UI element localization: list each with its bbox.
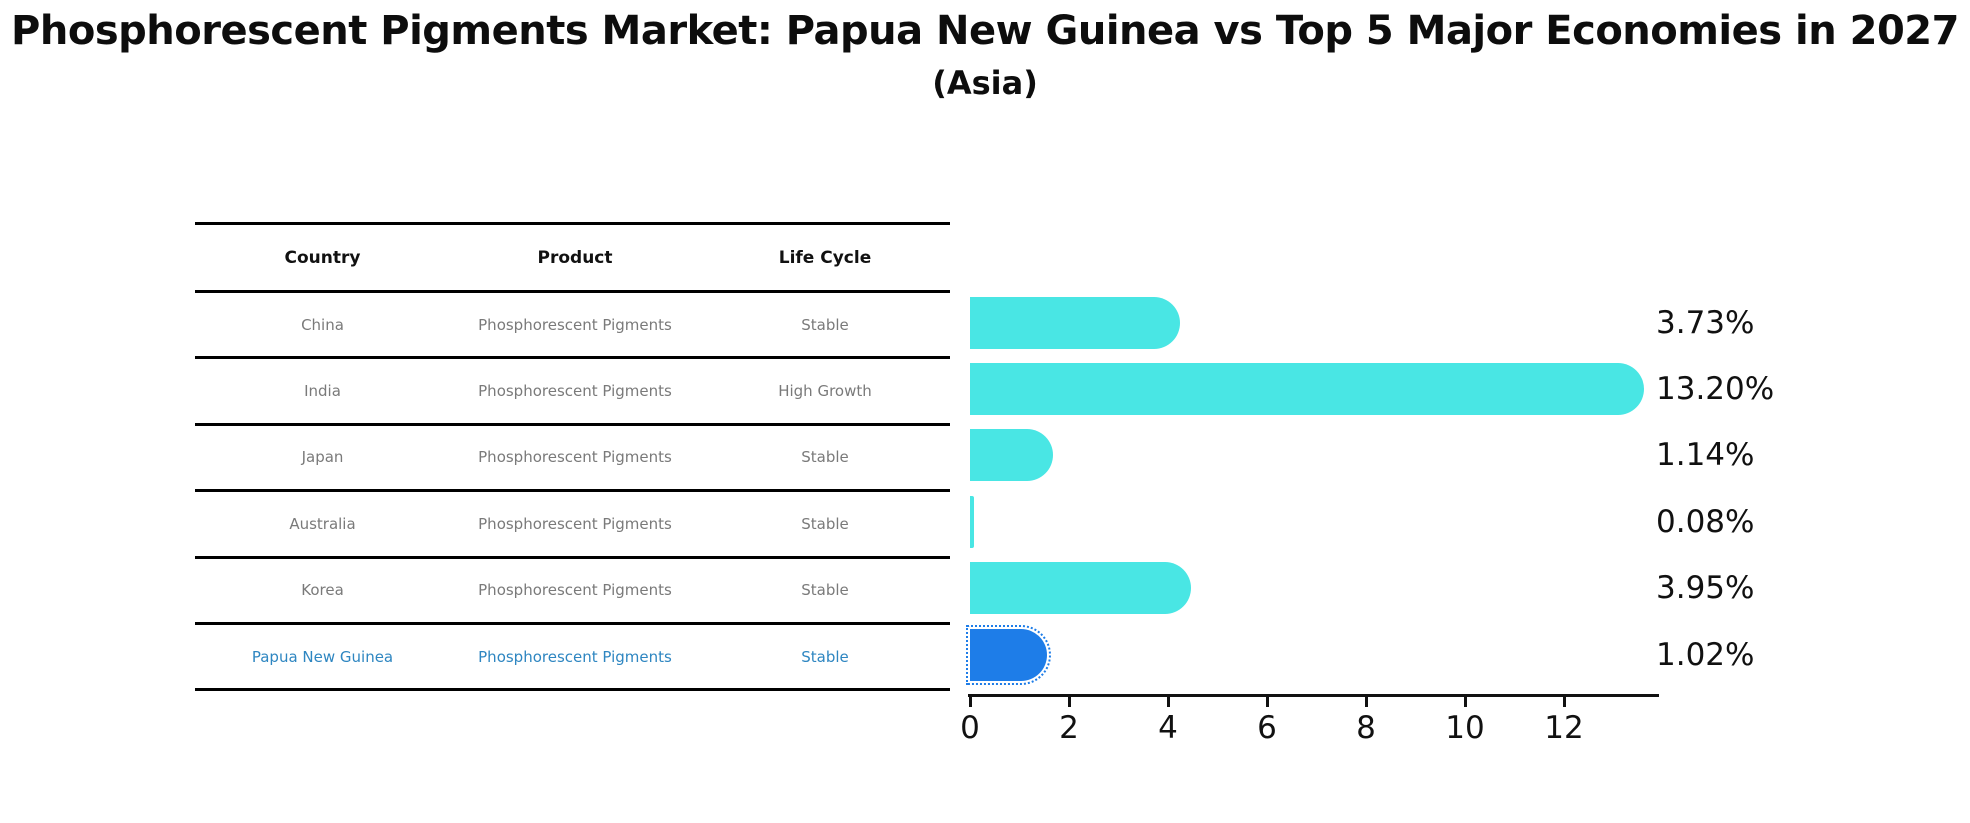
- column-header-life-cycle: Life Cycle: [778, 247, 872, 268]
- cell-product: Phosphorescent Pigments: [478, 514, 672, 533]
- x-axis-tick: [969, 694, 972, 707]
- page-subtitle: (Asia): [932, 64, 1038, 102]
- value-label: 1.14%: [1656, 437, 1755, 474]
- cell-life-cycle: High Growth: [778, 382, 872, 401]
- cell-product: Phosphorescent Pigments: [478, 581, 672, 600]
- x-axis-tick-label: 8: [1356, 710, 1376, 746]
- bar-japan: [970, 429, 1053, 482]
- cell-life-cycle: Stable: [801, 581, 849, 600]
- x-axis-tick: [1365, 694, 1368, 707]
- cell-product: Phosphorescent Pigments: [478, 647, 672, 666]
- table-row: Korea Phosphorescent Pigments Stable: [195, 559, 950, 625]
- table-row: India Phosphorescent Pigments High Growt…: [195, 359, 950, 426]
- x-axis-tick: [1266, 694, 1269, 707]
- x-axis-tick-label: 10: [1445, 710, 1485, 746]
- cell-country: Japan: [301, 448, 344, 467]
- table-row: China Phosphorescent Pigments Stable: [195, 293, 950, 360]
- x-axis-spine: [968, 694, 1659, 697]
- x-axis-tick: [1563, 694, 1566, 707]
- x-axis-tick: [1167, 694, 1170, 707]
- page-title: Phosphorescent Pigments Market: Papua Ne…: [11, 8, 1959, 54]
- table-header-row: Country Product Life Cycle: [195, 225, 950, 293]
- cell-country: India: [304, 382, 341, 401]
- x-axis-tick-label: 6: [1257, 710, 1277, 746]
- table-row: Japan Phosphorescent Pigments Stable: [195, 426, 950, 493]
- value-label: 1.02%: [1656, 636, 1755, 673]
- x-axis-tick: [1464, 694, 1467, 707]
- bar-australia: [970, 495, 974, 548]
- cell-country: China: [301, 315, 344, 334]
- bar-papua-new-guinea: [966, 624, 1051, 685]
- x-axis-tick-label: 12: [1544, 710, 1584, 746]
- bar-korea: [970, 562, 1191, 615]
- column-header-product: Product: [537, 247, 613, 268]
- table-row: Australia Phosphorescent Pigments Stable: [195, 492, 950, 559]
- cell-country: Papua New Guinea: [251, 647, 394, 666]
- cell-country: Australia: [289, 514, 356, 533]
- column-header-country: Country: [284, 247, 361, 268]
- bar-india: [970, 363, 1644, 415]
- x-axis-tick-label: 2: [1059, 710, 1079, 746]
- cell-product: Phosphorescent Pigments: [478, 382, 672, 401]
- country-table: Country Product Life Cycle China Phospho…: [195, 222, 950, 692]
- value-label: 3.95%: [1656, 570, 1755, 607]
- cell-life-cycle: Stable: [801, 315, 849, 334]
- value-label: 3.73%: [1656, 305, 1755, 341]
- cell-life-cycle: Stable: [801, 514, 849, 533]
- cell-country: Korea: [301, 581, 344, 600]
- value-label: 0.08%: [1656, 503, 1755, 540]
- cell-product: Phosphorescent Pigments: [478, 315, 672, 334]
- cell-life-cycle: Stable: [801, 448, 849, 467]
- value-label: 13.20%: [1656, 371, 1775, 407]
- cell-life-cycle: Stable: [801, 647, 849, 666]
- x-axis-tick-label: 4: [1158, 710, 1178, 746]
- x-axis-tick-label: 0: [960, 710, 980, 746]
- bar-china: [970, 297, 1180, 349]
- cell-product: Phosphorescent Pigments: [478, 448, 672, 467]
- x-axis-tick: [1068, 694, 1071, 707]
- table-row-papua-new-guinea: Papua New Guinea Phosphorescent Pigments…: [195, 625, 950, 692]
